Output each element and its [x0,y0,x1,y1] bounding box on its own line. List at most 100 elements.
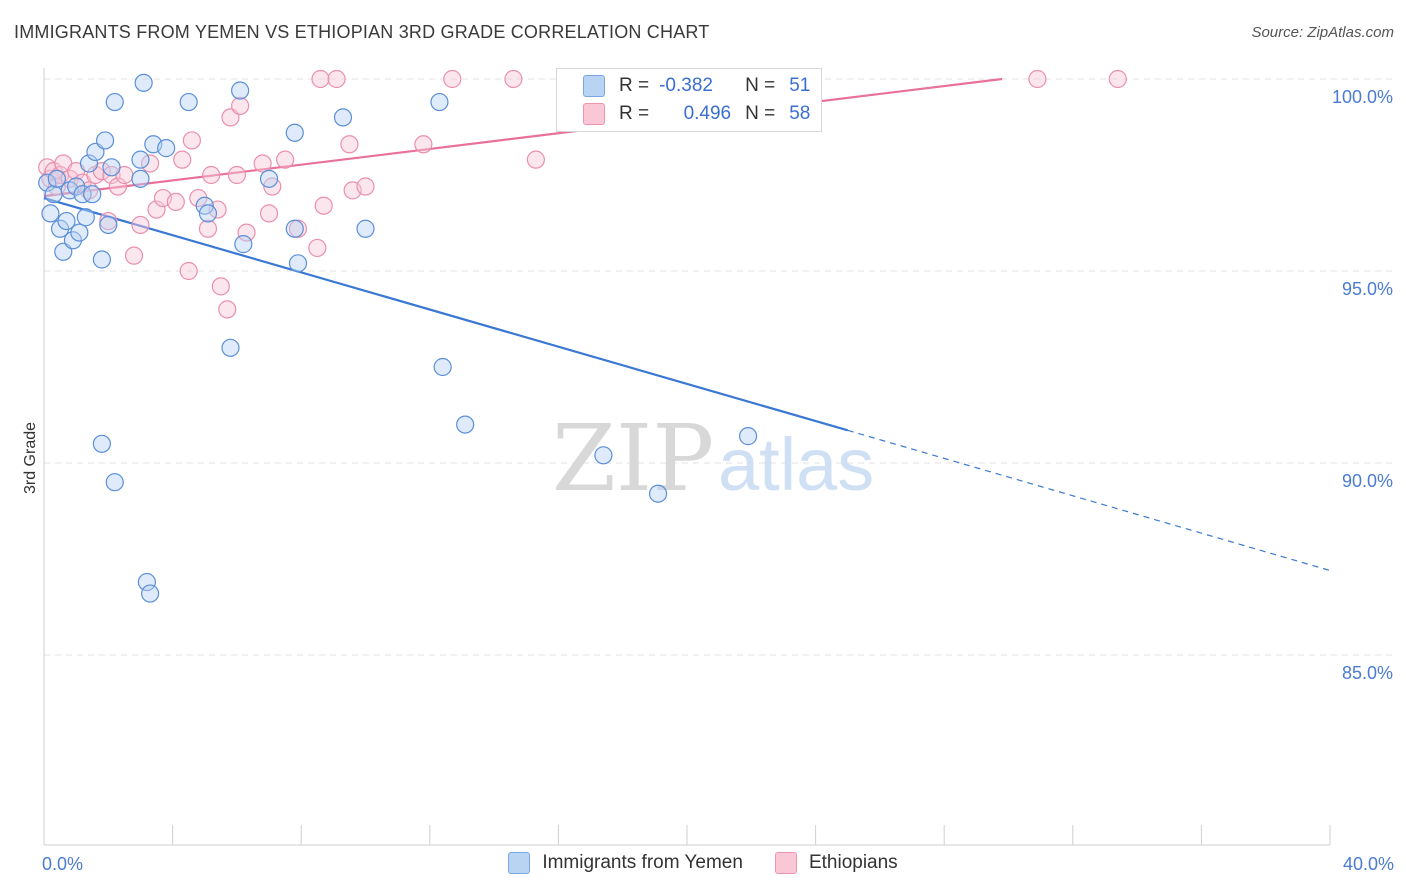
legend-n-value: 51 [789,75,811,96]
source-label: Source: ZipAtlas.com [1251,24,1394,41]
yemen-point [134,73,153,92]
ethiopians-trend-line [43,77,1003,198]
yemen-point [288,254,308,273]
ethiopians-point [102,165,121,185]
yemen-point [99,215,118,235]
legend-row-yemen: R = -0.382 N = 51 [557,73,810,99]
ethiopians-point [147,200,166,219]
ethiopians-point [227,165,246,185]
yemen-point [83,185,102,204]
ethiopians-point [99,211,118,231]
yemen-point [131,150,150,169]
ethiopians-point [1108,69,1127,89]
ethiopians-point [231,96,250,115]
yemen-point [738,427,758,446]
ethiopians-point [202,165,221,185]
yemen-point [157,139,176,158]
yemen-point [648,484,668,503]
yemen-point [92,434,111,453]
ethiopians-point [327,69,346,89]
yemen-point [231,81,250,100]
ethiopians-point [211,277,230,296]
ethiopians-point [140,154,160,173]
yemen-point [47,169,66,188]
stats-legend: R = -0.382 N = 51 R = 0.496 N = 58 [556,68,822,132]
ethiopians-point [443,69,462,89]
ethiopians-point [276,150,295,169]
ethiopians-point [198,219,218,238]
yemen-point [333,108,353,127]
ethiopians-points [38,69,1127,319]
yemen-point [234,235,253,254]
yemen-point [41,204,60,223]
axes [43,68,1331,846]
legend-swatch-ethiopians [583,103,605,125]
y-tick-labels: 100.0% 95.0% 90.0% 85.0% [1332,87,1393,683]
ethiopians-point [131,215,150,235]
ethiopians-point [253,154,272,173]
series-legend: Immigrants from Yemen Ethiopians [0,852,1406,874]
ethiopians-point [308,238,327,258]
yemen-points [38,73,758,603]
yemen-point [131,169,150,188]
yemen-point [179,92,198,112]
grid-lines [44,78,1394,656]
yemen-point [70,223,89,242]
yemen-point [140,584,160,603]
legend-r-value: -0.382 [659,75,713,96]
ethiopians-point [504,69,523,89]
yemen-point [102,158,121,177]
legend-r-label: R = [619,103,650,124]
y-tick-label: 85.0% [1342,663,1393,683]
watermark-zip: ZIP [552,405,714,512]
series-label-ethiopians: Ethiopians [808,852,898,873]
yemen-point [44,185,63,204]
series-swatch-yemen [508,852,531,874]
ethiopians-point [218,300,237,319]
ethiopians-point [166,192,185,211]
y-axis-label: 3rd Grade [22,422,39,494]
series-swatch-ethiopians [774,852,797,874]
yemen-point [79,154,99,173]
yemen-point [221,338,240,357]
chart-title: IMMIGRANTS FROM YEMEN VS ETHIOPIAN 3RD G… [14,22,710,42]
yemen-point [259,169,279,188]
y-tick-label: 90.0% [1342,471,1393,491]
legend-r-label: R = [619,75,650,96]
yemen-point [57,211,76,231]
series-label-yemen: Immigrants from Yemen [542,852,743,873]
x-tick-max: 40.0% [1343,854,1394,874]
yemen-point [285,219,304,238]
legend-row-ethiopians: R = 0.496 N = 58 [557,101,810,127]
yemen-point [356,219,375,238]
ethiopians-point [526,150,545,169]
ethiopians-point [414,135,433,154]
legend-n-label: N = [745,103,776,124]
watermark: ZIP atlas [552,405,874,512]
yemen-point [285,123,304,142]
y-tick-label: 95.0% [1342,279,1393,299]
yemen-trend-line [43,196,849,432]
legend-swatch-yemen [583,75,605,97]
series-legend-ethiopians[interactable]: Ethiopians [774,852,898,874]
yemen-point [105,92,124,112]
ethiopians-point [259,204,279,223]
ethiopians-point [314,196,333,215]
ethiopians-point [124,246,144,265]
yemen-point [76,208,95,227]
yemen-point [198,204,218,223]
ethiopians-point [182,131,201,150]
yemen-point [105,473,124,492]
ethiopians-point [311,69,330,89]
series-legend-yemen[interactable]: Immigrants from Yemen [508,852,743,874]
ethiopians-point [108,177,128,196]
legend-r-value: 0.496 [683,103,732,124]
legend-n-value: 58 [789,103,811,124]
ethiopians-point [179,261,198,281]
ethiopians-point [1028,69,1047,89]
watermark-atlas: atlas [718,423,874,506]
legend-n-label: N = [745,75,776,96]
trend-lines [43,77,1331,572]
ethiopians-point [173,150,192,169]
